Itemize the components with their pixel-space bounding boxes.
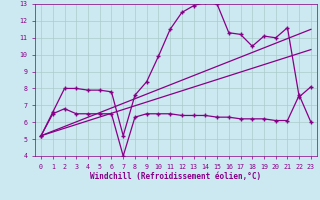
X-axis label: Windchill (Refroidissement éolien,°C): Windchill (Refroidissement éolien,°C): [91, 172, 261, 181]
